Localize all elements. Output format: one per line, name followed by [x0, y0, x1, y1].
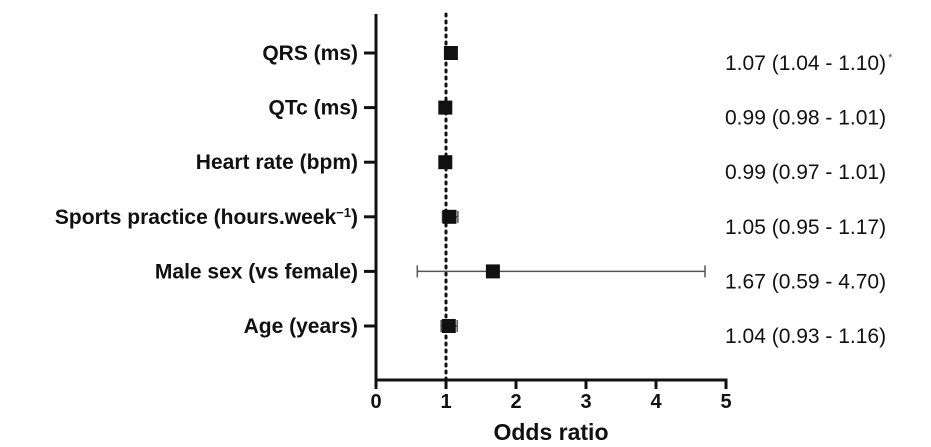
row-label: Male sex (vs female) [155, 260, 358, 283]
or-ci-value: 1.05 (0.95 - 1.17) [725, 216, 886, 239]
row-label-text: Sports practice (hours.week [55, 206, 337, 229]
or-ci-value: 1.07 (1.04 - 1.10) [725, 52, 886, 75]
or-ci-text: 0.99 (0.97 - 1.01) [725, 161, 886, 184]
row-label-text: Male sex (vs female) [155, 260, 358, 283]
odds-ratio-marker [443, 46, 458, 60]
or-ci-text: 1.67 (0.59 - 4.70) [725, 270, 886, 293]
row-label-text: QRS (ms) [262, 42, 358, 65]
odds-ratio-marker [438, 155, 453, 170]
odds-ratio-marker [438, 100, 453, 115]
row-label-text: Age (years) [244, 315, 358, 338]
or-ci-value: 0.99 (0.98 - 1.01) [725, 107, 886, 130]
x-tick-label: 2 [510, 391, 521, 413]
odds-ratio-marker [442, 209, 457, 224]
x-tick-label: 0 [370, 391, 381, 413]
row-label-tail: ) [351, 206, 358, 229]
row-label: Sports practice (hours.week−1) [55, 205, 358, 229]
odds-ratio-marker [441, 319, 456, 333]
row-label-text: QTc (ms) [269, 97, 358, 120]
x-tick-label: 4 [650, 391, 662, 413]
row-label: Age (years) [244, 315, 358, 338]
odds-ratio-marker [485, 264, 500, 279]
row-label-superscript: −1 [336, 205, 351, 220]
or-ci-value: 0.99 (0.97 - 1.01) [725, 161, 886, 184]
row-label: QRS (ms) [262, 42, 358, 65]
or-ci-text: 1.05 (0.95 - 1.17) [725, 216, 886, 239]
or-ci-text: 1.07 (1.04 - 1.10) * [725, 52, 893, 75]
x-axis-title: Odds ratio [493, 419, 608, 445]
row-label: Heart rate (bpm) [196, 151, 358, 174]
significance-mark: * [888, 52, 893, 64]
row-label: QTc (ms) [269, 97, 358, 120]
or-ci-value: 1.67 (0.59 - 4.70) [725, 270, 886, 293]
row-label-text: Heart rate (bpm) [196, 151, 358, 174]
or-ci-text: 0.99 (0.98 - 1.01) [725, 107, 886, 130]
x-tick-label: 5 [720, 391, 731, 413]
x-tick-label: 3 [580, 391, 591, 413]
or-ci-text: 1.04 (0.93 - 1.16) [725, 325, 886, 348]
or-ci-value: 1.04 (0.93 - 1.16) [725, 325, 886, 348]
x-tick-label: 1 [440, 391, 451, 413]
